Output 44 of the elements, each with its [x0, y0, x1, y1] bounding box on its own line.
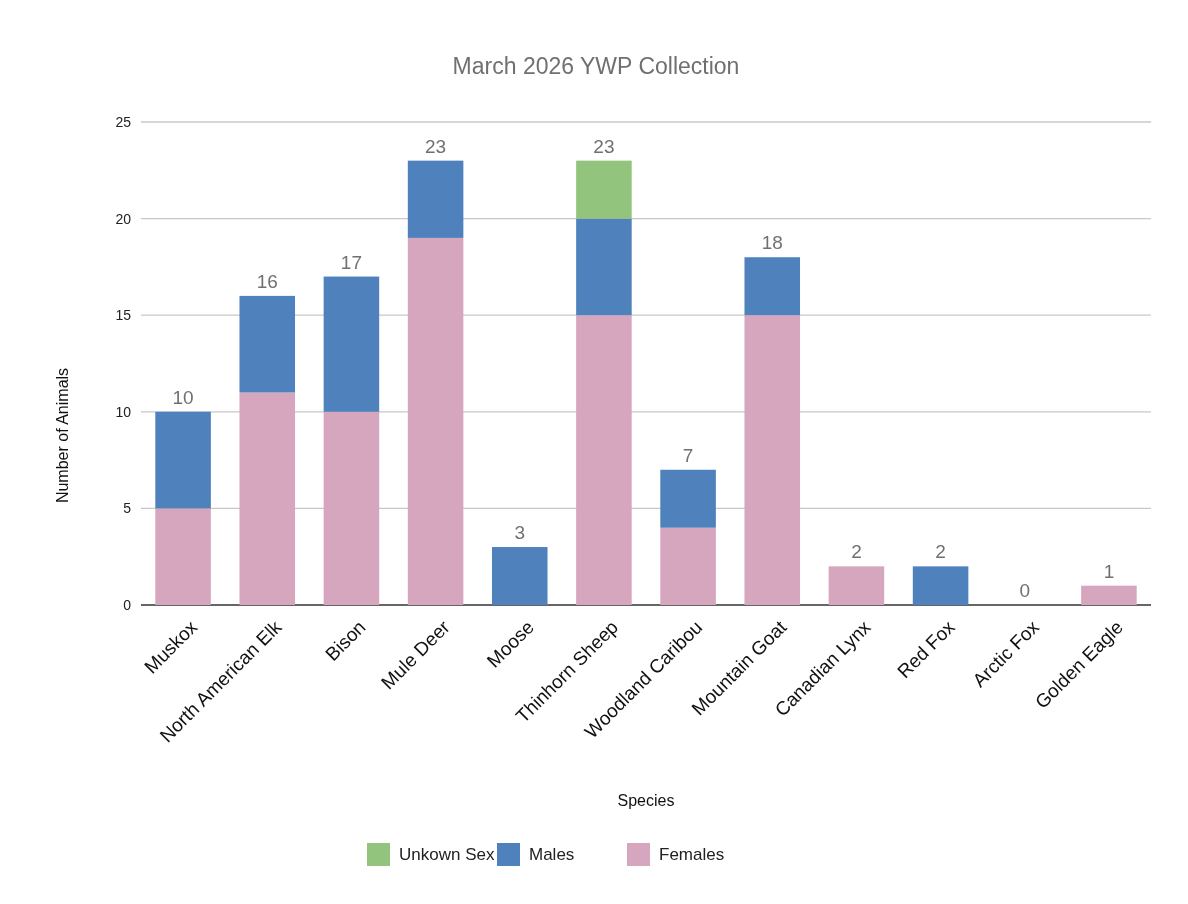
legend-label: Unkown Sex	[399, 844, 495, 864]
bar	[323, 411, 380, 605]
total-label: 1	[1103, 560, 1115, 582]
y-tick-label: 0	[123, 596, 132, 613]
bar	[660, 527, 716, 605]
total-label: 2	[935, 541, 946, 563]
bar	[828, 566, 885, 605]
y-tick-label: 5	[123, 500, 132, 517]
total-label: 18	[761, 232, 783, 254]
bar	[239, 392, 296, 605]
legend-label: Females	[659, 844, 725, 864]
bar	[912, 566, 969, 605]
y-tick-label: 15	[115, 307, 132, 324]
y-tick-label: 20	[115, 210, 132, 227]
total-label: 17	[340, 251, 362, 273]
bar	[744, 315, 801, 605]
chart-title: March 2026 YWP Collection	[452, 53, 740, 79]
total-label: 23	[425, 135, 447, 157]
total-label: 16	[256, 270, 278, 292]
bar	[744, 257, 801, 316]
total-label: 10	[172, 386, 194, 408]
legend-label: Males	[529, 844, 575, 864]
bar	[407, 160, 464, 238]
bar	[491, 547, 548, 605]
bar	[576, 315, 632, 605]
bar	[155, 411, 211, 509]
bar	[576, 160, 632, 219]
total-label: 3	[514, 522, 526, 544]
bar	[407, 237, 464, 605]
bar	[239, 295, 296, 393]
total-label: 0	[1019, 580, 1031, 601]
x-tick-label: Red Fox	[893, 616, 960, 683]
y-axis-title: Number of Animals	[54, 367, 71, 504]
y-tick-label: 10	[115, 403, 132, 420]
y-tick-label: 25	[115, 113, 132, 130]
total-label: 23	[593, 135, 615, 157]
total-label: 2	[851, 541, 862, 563]
bar	[660, 469, 716, 528]
total-label: 7	[682, 444, 694, 466]
bar	[1081, 585, 1137, 605]
bar	[323, 276, 380, 412]
bar	[155, 508, 211, 605]
bar	[576, 218, 632, 316]
x-axis-title: Species	[617, 792, 675, 809]
